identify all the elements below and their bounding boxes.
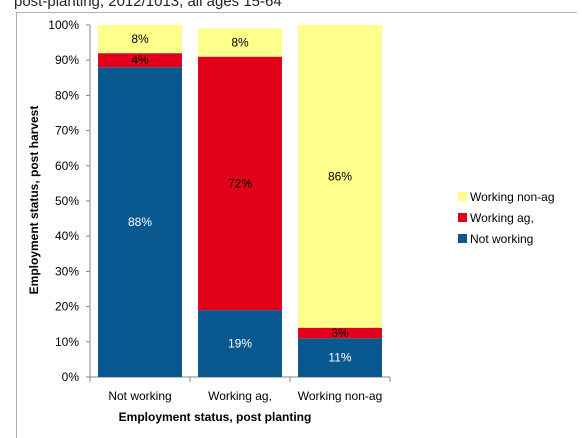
chart-caption: post-planting, 2012/1013, all ages 15-64 <box>14 0 282 10</box>
legend-swatch <box>458 192 467 201</box>
data-label: 8% <box>231 36 249 50</box>
bar-segment <box>98 67 182 378</box>
bar-segment <box>298 25 382 328</box>
legend-label: Working ag, <box>470 211 534 225</box>
y-tick-label: 10% <box>55 335 79 349</box>
y-tick-label: 80% <box>55 88 79 102</box>
bar-segment <box>98 53 182 68</box>
data-label: 86% <box>328 169 352 183</box>
data-label: 3% <box>331 326 349 340</box>
bar-segment <box>298 338 382 377</box>
y-axis-title: Employment status, post harvest <box>27 106 41 295</box>
y-tick-label: 100% <box>48 18 79 32</box>
x-tick-label: Working non-ag <box>298 389 383 403</box>
data-label: 88% <box>128 215 152 229</box>
y-tick-label: 50% <box>55 194 79 208</box>
bar-segment <box>198 310 282 377</box>
data-label: 11% <box>328 351 351 365</box>
data-label: 8% <box>131 32 149 46</box>
x-tick-label: Working ag, <box>208 389 272 403</box>
data-label: 4% <box>131 53 149 67</box>
legend-label: Not working <box>470 232 533 246</box>
y-tick-label: 30% <box>55 264 79 278</box>
data-label: 72% <box>228 176 252 190</box>
bar-segment <box>298 327 382 339</box>
y-tick-label: 90% <box>55 53 79 67</box>
legend-label: Working non-ag <box>470 190 555 204</box>
data-label: 19% <box>228 337 252 351</box>
x-axis-title: Employment status, post planting <box>119 410 312 424</box>
chart-frame <box>16 12 577 438</box>
legend-swatch <box>458 234 467 243</box>
y-tick-label: 60% <box>55 159 79 173</box>
y-tick-label: 70% <box>55 124 79 138</box>
bar-segment <box>198 28 282 57</box>
x-tick-label: Not working <box>108 389 171 403</box>
y-tick-label: 20% <box>55 300 79 314</box>
bar-segment <box>98 25 182 54</box>
bar-segment <box>198 56 282 311</box>
legend-swatch <box>458 213 467 222</box>
y-tick-label: 40% <box>55 229 79 243</box>
y-tick-label: 0% <box>62 370 80 384</box>
